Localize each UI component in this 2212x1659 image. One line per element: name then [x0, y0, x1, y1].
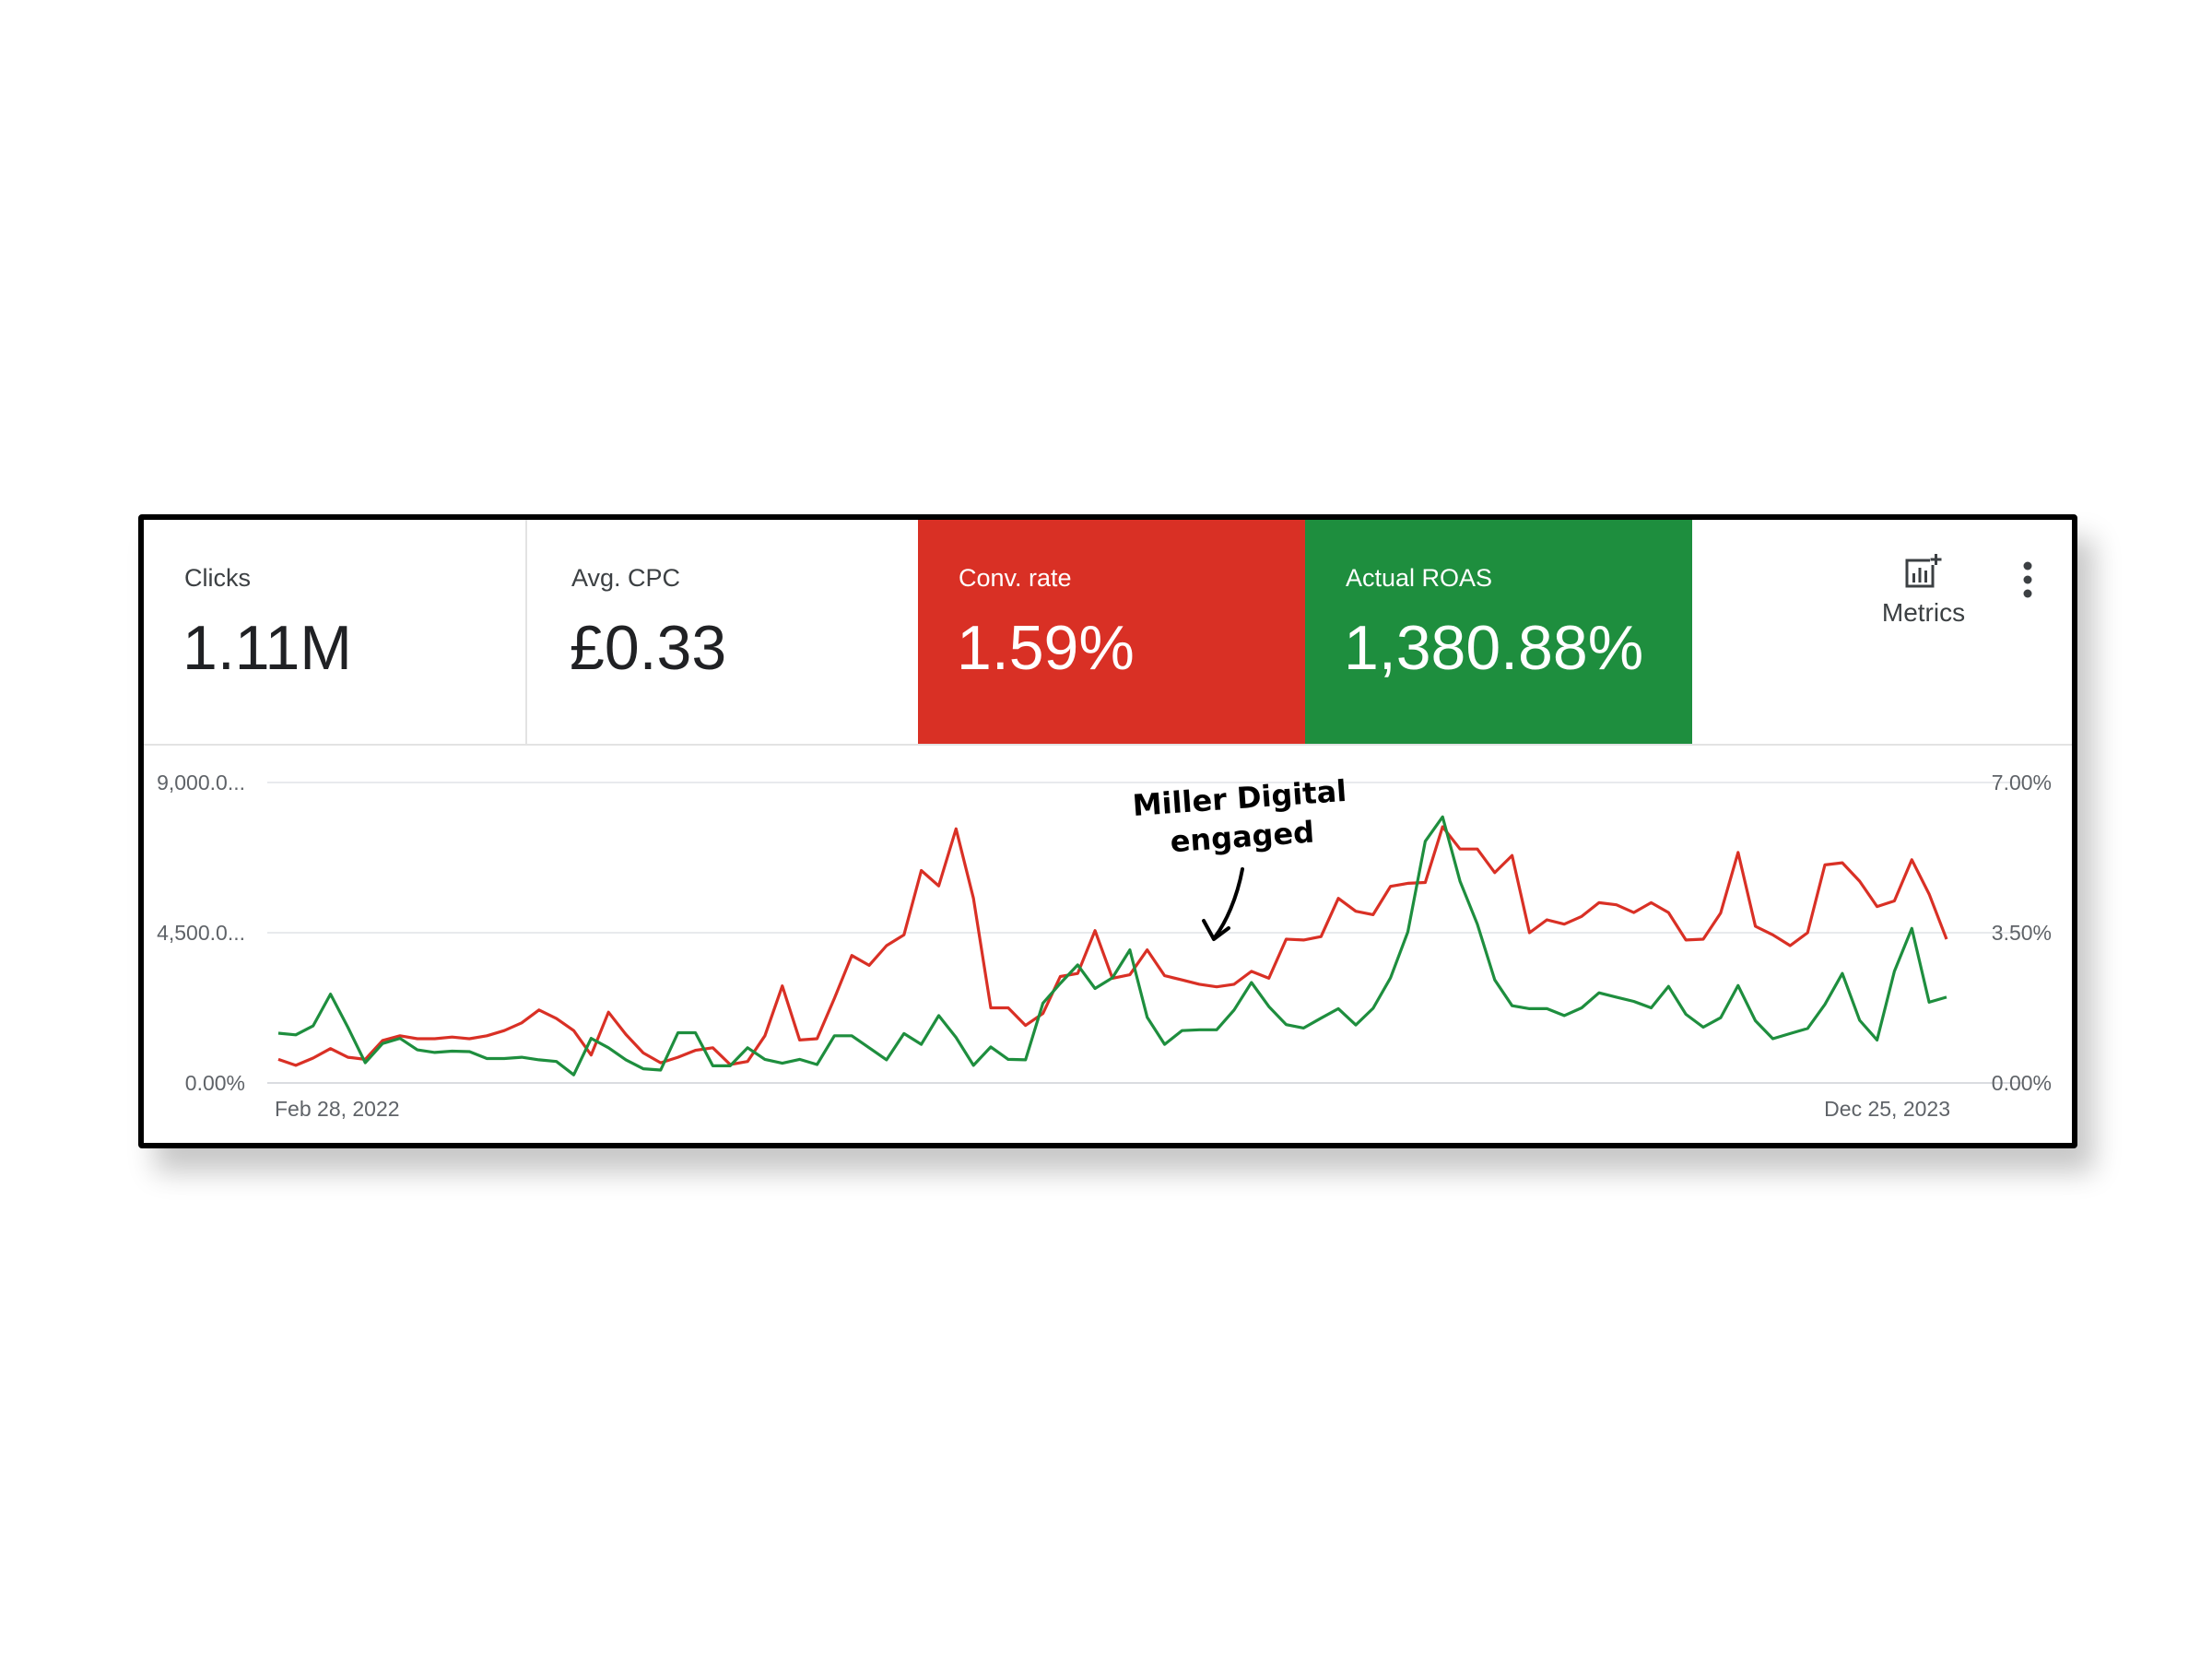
right-axis-tick: 7.00% — [1992, 771, 2052, 794]
scorecard-label: Clicks — [184, 564, 251, 592]
scorecard-value: 1.59% — [957, 613, 1135, 683]
chart-series — [277, 815, 1948, 1077]
scorecard-clicks[interactable]: Clicks 1.11M — [144, 520, 531, 744]
annotation-arrowhead — [1202, 919, 1230, 941]
scorecard-label: Avg. CPC — [571, 564, 681, 592]
scorecard-conv-rate[interactable]: Conv. rate 1.59% — [918, 520, 1305, 744]
scorecard-value: 1.11M — [182, 613, 352, 683]
scorecard-avg-cpc[interactable]: Avg. CPC £0.33 — [531, 520, 918, 744]
scorecard-row: Clicks 1.11M Avg. CPC £0.33 Conv. rate 1… — [144, 520, 2072, 746]
tile-divider — [525, 520, 527, 744]
metrics-label: Metrics — [1881, 598, 1966, 627]
scorecard-value: £0.33 — [570, 613, 727, 683]
bar-chart-add-icon — [1905, 554, 1942, 588]
annotation-line1: Miller Digital — [1132, 773, 1348, 823]
right-axis-tick: 0.00% — [1992, 1071, 2052, 1095]
x-axis-end-label: Dec 25, 2023 — [1824, 1097, 1950, 1121]
roas-series-line — [277, 815, 1947, 1077]
more-options-button[interactable] — [2011, 555, 2044, 610]
performance-card: Clicks 1.11M Avg. CPC £0.33 Conv. rate 1… — [138, 514, 2077, 1148]
scorecard-value: 1,380.88% — [1344, 613, 1644, 683]
left-axis-tick: 4,500.0... — [157, 921, 245, 945]
conv-rate-series-line — [277, 825, 1948, 1067]
annotation-arrow — [1213, 867, 1244, 939]
left-axis-tick: 0.00% — [185, 1071, 245, 1095]
chart-axes: 9,000.0... 7.00% 4,500.0... 3.50% 0.00% 0.00%… — [157, 771, 2052, 1121]
scorecard-label: Actual ROAS — [1346, 564, 1493, 592]
right-axis-tick: 3.50% — [1992, 921, 2052, 945]
performance-line-chart: 9,000.0... 7.00% 4,500.0... 3.50% 0.00% 0.00%… — [157, 771, 2052, 1121]
metrics-button[interactable]: Metrics — [1864, 553, 1983, 636]
scorecard-label: Conv. rate — [959, 564, 1072, 592]
chart-gridlines — [267, 782, 2024, 1084]
left-axis-tick: 9,000.0... — [157, 771, 245, 794]
more-vertical-icon — [2023, 561, 2032, 598]
scorecard-actual-roas[interactable]: Actual ROAS 1,380.88% — [1305, 520, 1692, 744]
x-axis-start-label: Feb 28, 2022 — [275, 1097, 400, 1121]
annotation-line2: engaged — [1169, 815, 1315, 860]
